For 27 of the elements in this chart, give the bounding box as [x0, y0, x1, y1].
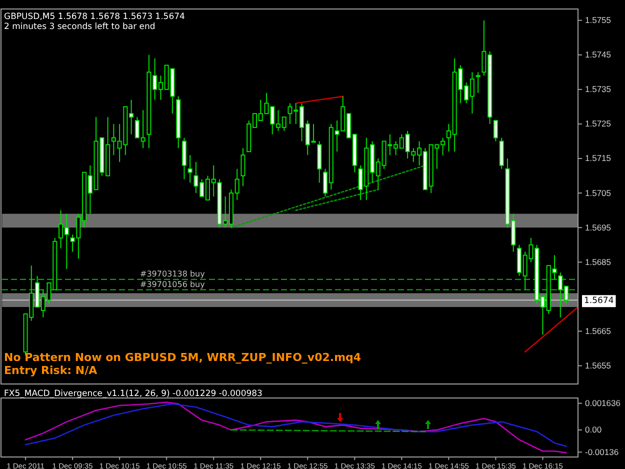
y-tick-label: 1.5685	[585, 256, 612, 267]
y-tick-label: 1.5695	[585, 222, 612, 232]
y-tick-label: 1.5745	[585, 50, 612, 60]
candlestick	[240, 148, 246, 187]
annotation: No Pattern Now on GBPUSD 5M, WRR_ZUP_INFO_v02.mq4	[4, 351, 362, 364]
y-tick-label: 0.001636	[585, 398, 621, 408]
y-tick-label: 1.5655	[585, 360, 612, 370]
chart-title: GBPUSD,M5 1.5678 1.5678 1.5673 1.5674	[4, 12, 185, 22]
y-tick-label: 0.00	[585, 424, 602, 435]
line-series	[24, 403, 567, 447]
y-tick-label: 1.5735	[585, 84, 612, 94]
y-tick-label: 1.5705	[585, 188, 612, 198]
annotation: Entry Risk: N/A	[4, 364, 98, 377]
chart-title: FX5_MACD_Divergence_v1.1(12, 26, 9) -0.001229 -0.000983	[4, 389, 262, 399]
y-tick-label: -0.00136	[585, 446, 619, 457]
y-tick-label: 1.5665	[585, 326, 612, 336]
y-tick-label: 1.5715	[585, 153, 612, 164]
ref-line-label: 1.5674	[584, 296, 614, 306]
y-tick-label: 1.5755	[585, 15, 612, 26]
ref-line-label: #39701056 buy	[140, 280, 206, 289]
ref-line-label: #39703138 buy	[140, 269, 206, 278]
text: 2 minutes 3 seconds left to bar end	[4, 22, 156, 32]
candlestick	[493, 120, 498, 142]
y-tick-label: 1.5725	[585, 118, 612, 129]
candlestick	[188, 154, 192, 184]
line-series	[24, 402, 567, 454]
candlestick	[476, 72, 480, 94]
